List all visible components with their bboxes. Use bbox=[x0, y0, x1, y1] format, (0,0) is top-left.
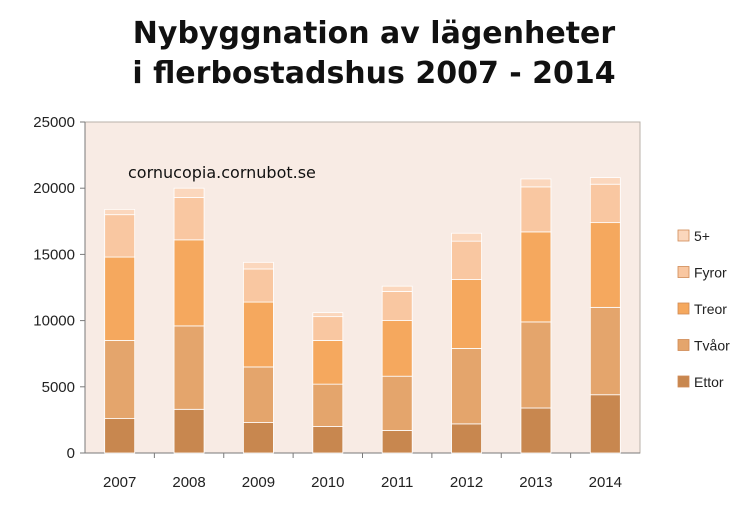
legend: 5+ Fyror Treor Tvåor Ettor bbox=[677, 228, 730, 390]
legend-swatch bbox=[677, 375, 690, 388]
x-tick-label: 2008 bbox=[172, 474, 205, 491]
legend-label: Tvåor bbox=[694, 338, 730, 354]
bar-segment bbox=[312, 312, 344, 318]
y-tick-label: 20000 bbox=[33, 180, 75, 197]
x-tick-label: 2009 bbox=[242, 474, 275, 491]
bar-segment bbox=[173, 187, 205, 198]
x-tick-label: 2013 bbox=[519, 474, 552, 491]
bar-segment bbox=[104, 214, 136, 258]
bar-segment bbox=[381, 285, 413, 292]
chart-title-line-1: Nybyggnation av lägenheter bbox=[132, 16, 616, 51]
bar-segment bbox=[451, 348, 482, 425]
chart-title: Nybyggnation av lägenheter i flerbostads… bbox=[0, 14, 748, 94]
bar-segment bbox=[104, 256, 136, 341]
y-tick-label: 15000 bbox=[33, 246, 75, 263]
bar-segment bbox=[173, 325, 205, 410]
legend-label: 5+ bbox=[694, 228, 710, 244]
bar-segment bbox=[589, 183, 621, 224]
bar-segment bbox=[589, 306, 621, 396]
legend-label: Fyror bbox=[694, 265, 727, 281]
legend-swatch bbox=[677, 339, 690, 351]
chart-annotation: cornucopia.cornubot.se bbox=[128, 163, 316, 182]
bar-segment bbox=[520, 231, 552, 323]
bar-segment bbox=[243, 366, 274, 423]
x-tick-label: 2011 bbox=[381, 474, 413, 491]
bar-segment bbox=[589, 177, 621, 185]
x-tick-label: 2007 bbox=[103, 474, 136, 491]
bar-segment bbox=[451, 423, 482, 454]
y-tick-label: 5000 bbox=[42, 379, 75, 396]
bar-segment bbox=[312, 340, 344, 385]
bar-segment bbox=[312, 426, 344, 454]
x-axis: 2007 2008 2009 2010 2011 2012 2013 2014 bbox=[85, 452, 640, 491]
bar-segment bbox=[451, 240, 482, 280]
legend-swatch bbox=[677, 302, 690, 315]
bar-segment bbox=[104, 340, 136, 419]
bar-segment bbox=[243, 422, 274, 454]
bar-segment bbox=[312, 316, 344, 341]
bar-segment bbox=[243, 268, 274, 303]
bar-segment bbox=[243, 261, 274, 270]
bar-segment bbox=[520, 321, 552, 409]
bars bbox=[104, 177, 621, 454]
bar-segment bbox=[173, 408, 205, 454]
bar-segment bbox=[173, 239, 205, 327]
bar-segment bbox=[381, 320, 413, 377]
bar-segment bbox=[520, 407, 552, 454]
y-tick-label: 10000 bbox=[33, 313, 75, 330]
legend-label: Ettor bbox=[694, 374, 724, 390]
y-axis: 0 5000 10000 15000 20000 25000 bbox=[33, 114, 86, 462]
bar-segment bbox=[451, 279, 482, 349]
legend-swatch bbox=[677, 229, 690, 242]
bar-segment bbox=[173, 197, 205, 241]
bar-segment bbox=[589, 394, 621, 454]
bar-segment bbox=[312, 383, 344, 427]
legend-label: Treor bbox=[694, 301, 727, 317]
bar-segment bbox=[381, 430, 413, 454]
x-tick-label: 2010 bbox=[311, 474, 344, 491]
bar-segment bbox=[589, 222, 621, 308]
bar-segment bbox=[243, 301, 274, 368]
x-tick-label: 2014 bbox=[589, 474, 622, 491]
bar-segment bbox=[381, 375, 413, 431]
bar-segment bbox=[104, 208, 136, 216]
x-tick-label: 2012 bbox=[450, 474, 483, 491]
legend-swatch bbox=[677, 266, 690, 278]
y-tick-label: 0 bbox=[67, 445, 75, 462]
bar-segment bbox=[451, 232, 482, 242]
y-tick-label: 25000 bbox=[33, 114, 75, 131]
chart-title-line-2: i flerbostadshus 2007 - 2014 bbox=[132, 56, 616, 91]
bar-segment bbox=[520, 178, 552, 188]
bar-segment bbox=[520, 186, 552, 233]
bar-segment bbox=[381, 291, 413, 321]
bar-segment bbox=[104, 418, 136, 454]
